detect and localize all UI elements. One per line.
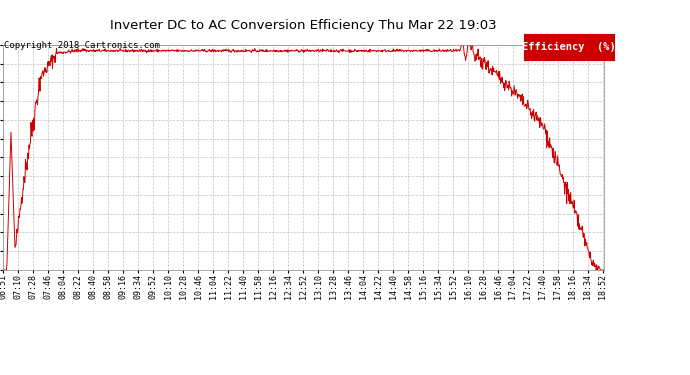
Text: Inverter DC to AC Conversion Efficiency Thu Mar 22 19:03: Inverter DC to AC Conversion Efficiency … [110, 19, 497, 32]
Text: Efficiency  (%): Efficiency (%) [522, 42, 616, 52]
Text: Copyright 2018 Cartronics.com: Copyright 2018 Cartronics.com [4, 41, 160, 50]
